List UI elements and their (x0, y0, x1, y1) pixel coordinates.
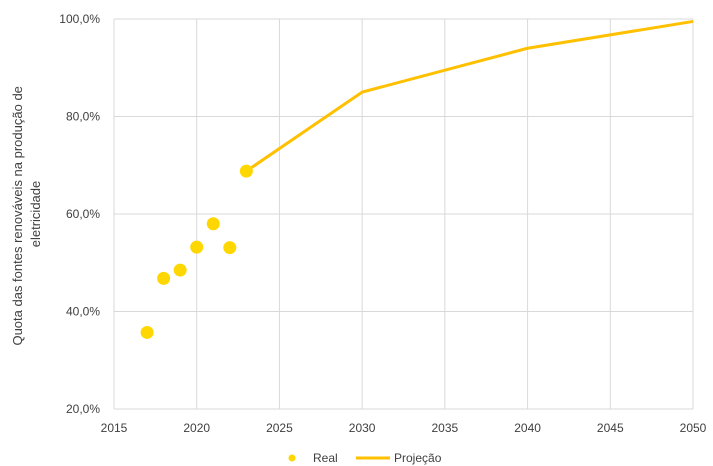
y-tick-label: 60,0% (66, 207, 100, 221)
series-real (140, 164, 253, 339)
x-tick-label: 2035 (432, 421, 459, 435)
y-tick-label: 100,0% (59, 12, 100, 26)
x-tick-label: 2015 (101, 421, 128, 435)
x-tick-label: 2020 (183, 421, 210, 435)
y-tick-label: 40,0% (66, 305, 100, 319)
y-axis-title-line-2: eletricidade (28, 181, 43, 248)
legend: Real Projeção (288, 451, 442, 465)
real-point (223, 241, 237, 255)
real-point (206, 217, 220, 231)
y-tick-label: 20,0% (66, 402, 100, 416)
real-point (157, 271, 171, 285)
y-tick-label: 80,0% (66, 110, 100, 124)
legend-label-real: Real (313, 451, 338, 465)
projecao-line (245, 19, 694, 173)
x-tick-label: 2050 (680, 421, 707, 435)
y-axis-ticks: 20,0% 40,0% 60,0% 80,0% 100,0% (59, 12, 100, 416)
real-point (239, 164, 253, 178)
legend-label-projecao: Projeção (394, 451, 442, 465)
x-tick-label: 2045 (597, 421, 624, 435)
legend-marker-real (288, 454, 296, 462)
real-point (173, 263, 187, 277)
x-tick-label: 2030 (349, 421, 376, 435)
real-point (140, 325, 154, 339)
x-axis-ticks: 2015 2020 2025 2030 2035 2040 2045 2050 (101, 421, 707, 435)
x-tick-label: 2025 (266, 421, 293, 435)
gridlines (113, 18, 694, 410)
series-projecao (245, 19, 694, 173)
y-axis-title: Quota das fontes renováveis na produção … (10, 82, 43, 345)
real-point (190, 240, 204, 254)
y-axis-title-line-1: Quota das fontes renováveis na produção … (10, 86, 25, 345)
x-tick-label: 2040 (514, 421, 541, 435)
